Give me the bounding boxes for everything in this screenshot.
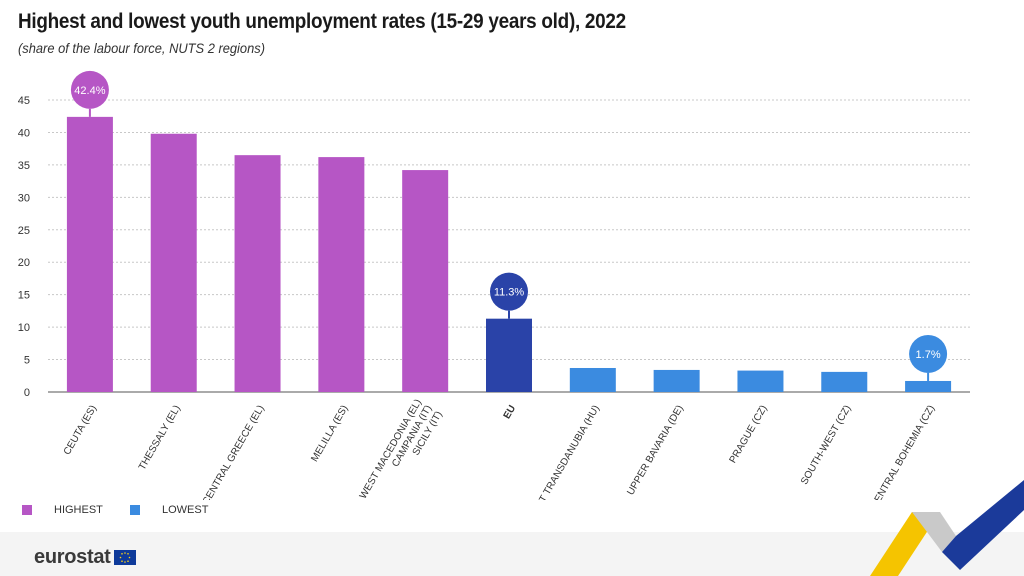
data-label-bubble — [490, 272, 528, 311]
x-tick-text: SOUTH-WEST (CZ) — [799, 404, 853, 487]
y-tick-label: 35 — [18, 160, 30, 172]
bar — [821, 371, 868, 392]
legend-label-highest: HIGHEST — [54, 504, 103, 516]
bar — [653, 369, 700, 392]
x-tick-text: EU — [502, 404, 518, 422]
x-tick-label: UPPER BAVARIA (DE) — [625, 404, 685, 498]
x-tick-label: CEUTA (ES) — [62, 404, 99, 457]
bar — [234, 155, 281, 392]
bar — [569, 367, 616, 392]
decorative-chevrons — [870, 480, 1024, 576]
x-tick-text: CEUTA (ES) — [62, 404, 99, 457]
data-label: 1.7% — [916, 349, 941, 361]
x-tick-label: MELILLA (ES) — [309, 404, 350, 464]
x-tick-label: WEST TRANSDANUBIA (HU) — [526, 404, 602, 501]
eurostat-logo: eurostat — [34, 546, 136, 569]
footer-bar — [0, 532, 1024, 576]
bar — [737, 370, 784, 392]
x-tick-text: WEST TRANSDANUBIA (HU) — [526, 404, 602, 501]
legend-swatch-highest — [22, 505, 32, 515]
legend-item-highest: HIGHEST — [22, 504, 103, 516]
x-tick-text: UPPER BAVARIA (DE) — [625, 404, 685, 498]
x-tick-label: WEST MACEDONIA (EL)CAMPANIA (IT)SICILY (… — [358, 398, 445, 501]
x-tick-text: THESSALY (EL) — [137, 404, 183, 473]
eu-flag-icon — [113, 550, 136, 565]
chart-subtitle: (share of the labour force, NUTS 2 regio… — [18, 40, 265, 56]
x-tick-text: CENTRAL GREECE (EL) — [201, 404, 267, 501]
bar — [150, 133, 197, 392]
bar — [318, 157, 365, 392]
y-tick-label: 0 — [24, 387, 30, 399]
y-tick-label: 15 — [18, 290, 30, 302]
bar — [66, 116, 113, 393]
x-tick-text: MELILLA (ES) — [309, 404, 350, 464]
y-tick-label: 20 — [18, 257, 30, 269]
x-tick-label: CENTRAL GREECE (EL) — [201, 404, 267, 501]
y-tick-label: 45 — [18, 95, 30, 107]
bar — [486, 318, 532, 392]
data-label-bubble — [909, 334, 948, 373]
x-tick-text: PRAGUE (CZ) — [728, 404, 770, 466]
data-label: 42.4% — [74, 85, 105, 97]
legend-swatch-lowest — [130, 505, 140, 515]
logo-text: eurostat — [34, 546, 111, 568]
y-tick-label: 30 — [18, 192, 30, 204]
bar — [905, 380, 952, 392]
y-tick-label: 5 — [24, 355, 30, 367]
legend-item-lowest: LOWEST — [130, 504, 208, 516]
bar-chart: 0 5 10 15 20 25 30 35 40 45 CEUTA (ES) THESSALY (EL… — [18, 70, 970, 501]
legend-label-lowest: LOWEST — [162, 504, 209, 516]
x-tick-label: SOUTH-WEST (CZ) — [799, 404, 853, 487]
chart-title: Highest and lowest youth unemployment ra… — [18, 10, 626, 33]
y-tick-label: 10 — [18, 322, 30, 334]
x-tick-label: PRAGUE (CZ) — [728, 404, 770, 466]
x-tick-label: EU — [502, 404, 518, 422]
y-tick-label: 40 — [18, 127, 30, 139]
data-label: 11.3% — [494, 287, 525, 299]
y-tick-label: 25 — [18, 225, 30, 237]
data-label-bubble — [70, 70, 109, 109]
x-tick-label: THESSALY (EL) — [137, 404, 183, 473]
bar — [402, 170, 449, 392]
